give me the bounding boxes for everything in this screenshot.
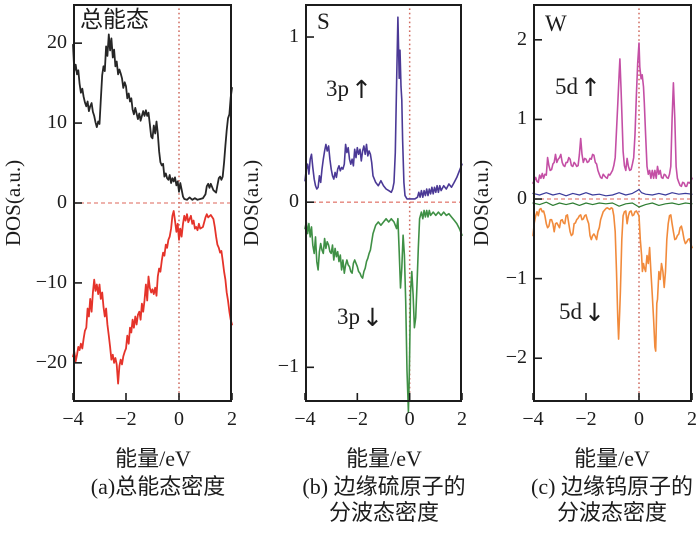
caption-a: (a)总能态密度 [50, 474, 266, 500]
y-tick-label: −20 [35, 350, 67, 373]
panel-b-title: S [317, 9, 330, 34]
w-5d-up-label: 5d ↑ [555, 74, 601, 100]
orbital-text: 3p [337, 304, 360, 329]
y-tick-label: 10 [47, 111, 67, 134]
curve-w-minor-up [532, 188, 693, 197]
x-tick-label: −4 [62, 408, 84, 430]
y-tick-label: −2 [505, 346, 527, 369]
x-tick-label: 0 [634, 408, 644, 430]
down-arrow-icon: ↓ [584, 297, 605, 327]
panel-c-title: W [545, 11, 567, 36]
plot-border [73, 4, 232, 402]
curve-total-down [72, 210, 233, 385]
panel-a-title: 总能态 [80, 7, 149, 32]
curve-w-minor-down [532, 201, 693, 208]
up-arrow-icon: ↑ [580, 72, 601, 102]
orbital-text: 3p [326, 76, 349, 101]
curve-total-up [72, 33, 233, 201]
caption-b: (b) 边缘硫原子的 分波态密度 [276, 474, 492, 526]
panel-c-x-axis-label: 能量/eV [574, 446, 650, 471]
x-tick-label: 2 [687, 408, 697, 430]
x-tick-label: −2 [575, 408, 597, 430]
plot-w-pdos [532, 4, 693, 402]
caption-c-line1: (c) 边缘钨原子的 [531, 474, 693, 499]
plot-total-dos [72, 4, 233, 402]
plot-border [533, 4, 692, 402]
curve-s-3p-up [304, 16, 463, 200]
down-arrow-icon: ↓ [362, 302, 383, 332]
plot-s-pdos [304, 4, 463, 413]
plot-border [305, 4, 462, 402]
s-3p-down-label: 3p ↓ [337, 304, 383, 330]
x-tick-label: −4 [294, 408, 316, 430]
up-arrow-icon: ↑ [351, 74, 372, 104]
x-tick-label: −2 [346, 408, 368, 430]
y-tick-label: −1 [277, 355, 299, 378]
y-tick-label: 1 [517, 107, 527, 130]
y-tick-label: 2 [517, 27, 527, 50]
y-tick-label: 0 [57, 191, 67, 213]
y-tick-label: 0 [289, 190, 299, 213]
y-tick-label: −1 [505, 266, 527, 289]
panel-a-x-axis-label: 能量/eV [115, 446, 191, 471]
x-tick-label: −2 [115, 408, 137, 430]
x-tick-label: 2 [227, 408, 237, 430]
x-tick-label: −4 [522, 408, 544, 430]
y-tick-label: 0 [517, 187, 527, 210]
s-3p-up-label: 3p ↑ [326, 76, 372, 102]
caption-c-line2: 分波态密度 [556, 500, 667, 525]
curve-w-5d-down [532, 207, 693, 352]
x-tick-label: 0 [404, 408, 415, 430]
y-tick-label: −10 [35, 270, 67, 293]
caption-b-line1: (b) 边缘硫原子的 [302, 474, 466, 499]
panel-b-x-axis-label: 能量/eV [346, 446, 422, 471]
y-tick-label: 1 [289, 25, 299, 48]
orbital-text: 5d [559, 299, 582, 324]
orbital-text: 5d [555, 74, 578, 99]
caption-c: (c) 边缘钨原子的 分波态密度 [504, 474, 700, 526]
x-tick-label: 0 [174, 408, 184, 430]
curve-w-5d-up [532, 42, 693, 188]
curve-s-3p-down [304, 209, 463, 413]
y-tick-label: 20 [47, 31, 67, 54]
caption-b-line2: 分波态密度 [328, 500, 439, 525]
x-tick-label: 2 [457, 408, 467, 430]
caption-a-line1: (a)总能态密度 [90, 474, 226, 499]
w-5d-down-label: 5d ↓ [559, 299, 605, 325]
